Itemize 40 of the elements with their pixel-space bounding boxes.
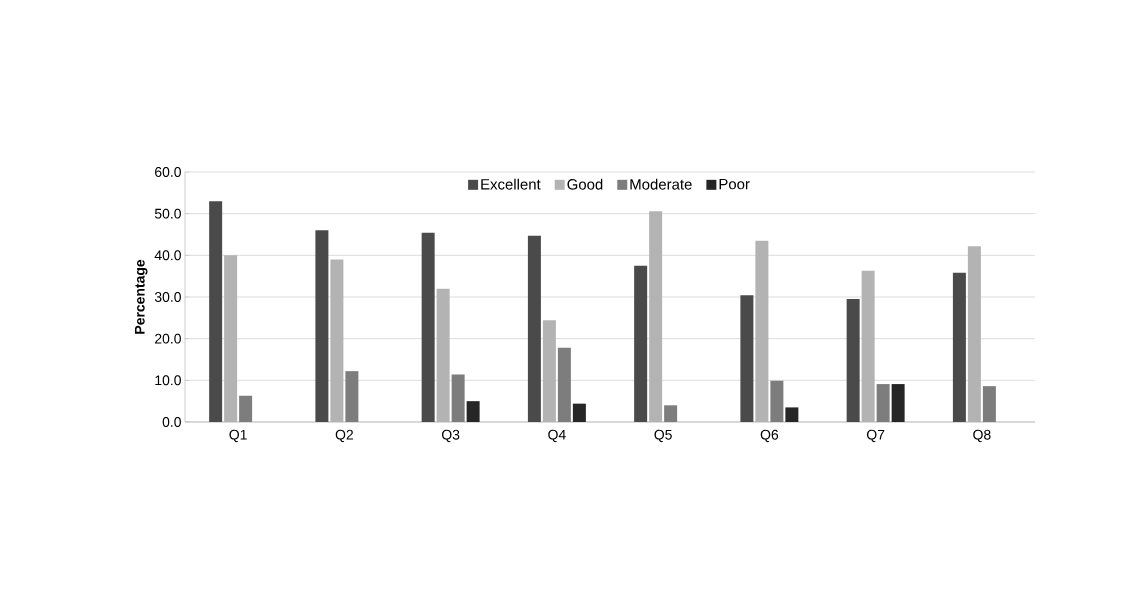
legend-label: Moderate <box>630 178 692 190</box>
bar <box>846 299 860 422</box>
y-axis-title: Percentage <box>134 259 148 334</box>
bar <box>466 401 480 422</box>
bar <box>861 270 875 422</box>
bar <box>755 240 769 422</box>
x-tick-label: Q1 <box>229 429 247 443</box>
legend-label: Good <box>567 178 603 190</box>
bar <box>634 265 648 422</box>
legend-label: Poor <box>719 178 750 190</box>
legend-label: Excellent <box>481 178 541 190</box>
y-tick-label: 30.0 <box>154 292 181 302</box>
bar <box>421 232 435 422</box>
y-tick-label: 50.0 <box>154 208 181 219</box>
x-tick-label: Q4 <box>548 429 566 443</box>
bar <box>330 259 344 422</box>
bar <box>952 272 966 422</box>
bar <box>891 384 905 422</box>
x-tick-label: Q5 <box>654 429 672 443</box>
y-tick-label: 40.0 <box>154 250 181 261</box>
y-tick-label: 0.0 <box>162 417 181 427</box>
y-tick-label: 20.0 <box>155 333 181 344</box>
bar <box>740 295 754 422</box>
bar <box>649 211 663 422</box>
x-tick-label: Q2 <box>335 429 353 443</box>
bar <box>224 255 238 422</box>
bar <box>315 230 329 422</box>
bar <box>542 320 556 422</box>
y-tick-label: 10.0 <box>155 375 181 386</box>
bar <box>436 288 450 422</box>
y-tick-label: 60.0 <box>155 167 181 177</box>
x-tick-label: Q8 <box>973 429 991 443</box>
bar <box>967 246 981 422</box>
bar <box>572 403 586 422</box>
bar <box>527 235 541 422</box>
x-tick-label: Q7 <box>866 429 885 443</box>
bar <box>209 201 223 422</box>
x-tick-label: Q3 <box>441 429 460 443</box>
bar <box>785 407 799 422</box>
x-tick-label: Q6 <box>760 429 779 443</box>
